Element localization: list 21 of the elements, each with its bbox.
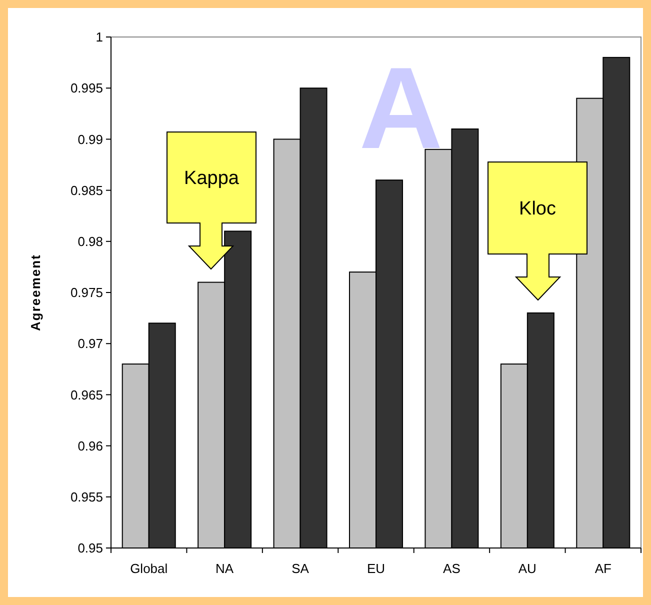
x-tick-label: AU (518, 561, 536, 576)
annotation: Kappa (184, 168, 240, 190)
y-tick-label: 0.96 (78, 438, 103, 454)
y-tick-label: 0.99 (78, 132, 103, 147)
x-tick-label: AF (594, 561, 612, 576)
x-tick-label: SA (292, 561, 310, 576)
y-tick-label: 0.985 (70, 182, 103, 198)
y-tick-label: 0.95 (78, 540, 103, 556)
y-tick-label: 0.97 (78, 336, 103, 352)
x-tick-label: NA (216, 561, 234, 576)
y-axis-title: Agreement (28, 254, 43, 331)
x-tick-label: EU (366, 561, 386, 576)
x-tick-label: AS (443, 561, 461, 576)
y-tick-label: 0.995 (70, 80, 103, 96)
y-tick-label: 1 (96, 30, 103, 45)
y-tick-label: 0.975 (70, 285, 103, 300)
y-tick-label: 0.965 (70, 387, 103, 402)
annotation: Kloc (519, 198, 556, 220)
y-tick-label: 0.98 (78, 234, 103, 249)
y-tick-label: 0.955 (70, 489, 103, 504)
x-tick-label: Global (130, 561, 168, 576)
